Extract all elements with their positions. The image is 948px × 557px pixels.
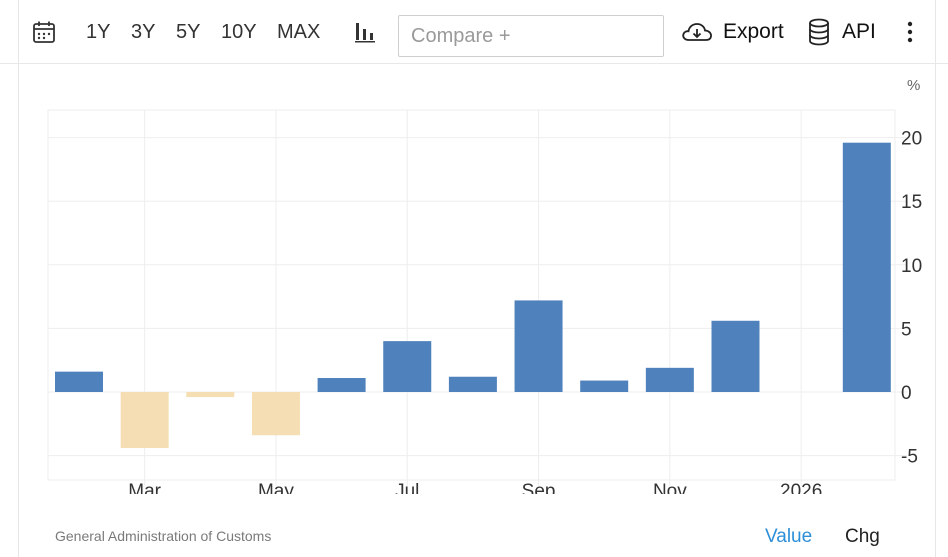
- mode-chg-button[interactable]: Chg: [845, 526, 880, 547]
- mode-value-button[interactable]: Value: [765, 526, 813, 547]
- range-button-10y[interactable]: 10Y: [221, 20, 257, 43]
- range-button-1y[interactable]: 1Y: [86, 20, 111, 43]
- bar: [251, 392, 300, 436]
- export-label: Export: [723, 20, 784, 43]
- cloud-download-icon: [682, 23, 712, 41]
- bar: [186, 392, 235, 398]
- y-tick-label: 10: [901, 256, 922, 277]
- x-tick-label: 2026: [780, 481, 822, 494]
- bar: [55, 371, 103, 392]
- x-tick-label: Jul: [395, 481, 419, 494]
- plot-area: [47, 109, 896, 481]
- x-tick-label: Mar: [128, 481, 161, 494]
- bar: [842, 142, 891, 392]
- x-tick-label: Sep: [522, 481, 556, 494]
- api-button[interactable]: API: [807, 0, 876, 64]
- more-options-icon[interactable]: [906, 0, 914, 64]
- bar: [645, 367, 694, 392]
- y-unit-label: %: [907, 77, 920, 94]
- export-button[interactable]: Export: [681, 0, 784, 64]
- bar: [383, 341, 432, 392]
- compare-box: [398, 15, 664, 57]
- x-tick-label: May: [258, 481, 294, 494]
- calendar-icon[interactable]: [32, 0, 56, 64]
- y-tick-label: 15: [901, 192, 922, 213]
- range-button-3y[interactable]: 3Y: [131, 20, 156, 43]
- source-label: General Administration of Customs: [55, 528, 272, 544]
- x-tick-label: Nov: [653, 481, 687, 494]
- toolbar: 1Y 3Y 5Y 10Y MAX Export API: [0, 0, 948, 64]
- compare-input[interactable]: [411, 24, 651, 48]
- range-button-max[interactable]: MAX: [277, 20, 321, 43]
- bar-chart: -5 0 5 10 15 20% Mar May Jul Sep Nov 2026: [47, 77, 922, 494]
- y-tick-label: 0: [901, 383, 912, 404]
- bar: [317, 378, 366, 392]
- range-button-5y[interactable]: 5Y: [176, 20, 201, 43]
- chart-type-bar-icon[interactable]: [354, 0, 376, 64]
- y-tick-label: 20: [901, 129, 922, 150]
- bar: [448, 376, 497, 392]
- bar: [514, 300, 563, 392]
- database-icon: [809, 18, 829, 46]
- chart-frame: [18, 0, 936, 557]
- y-tick-label: 5: [901, 319, 912, 340]
- bar: [711, 320, 760, 392]
- bar: [120, 392, 169, 448]
- y-tick-label: -5: [901, 447, 918, 468]
- bar: [580, 380, 629, 392]
- api-label: API: [842, 20, 876, 43]
